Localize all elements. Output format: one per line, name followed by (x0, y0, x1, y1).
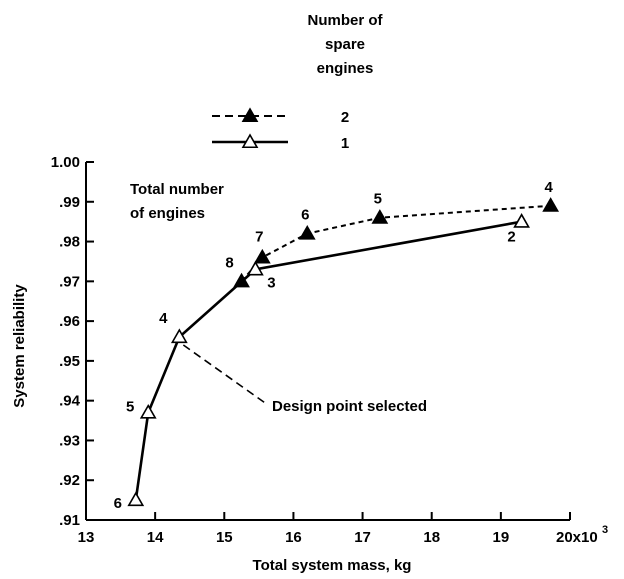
series-2-marker (253, 248, 271, 264)
x-tick-label: 14 (147, 529, 164, 546)
series-2-marker (542, 197, 560, 212)
legend-title-line-3: engines (317, 60, 374, 77)
x-tick-label: 18 (423, 529, 440, 546)
series-1-marker (247, 260, 264, 276)
y-tick-label: .99 (59, 194, 80, 211)
y-tick-label: .91 (59, 512, 80, 529)
legend-label-1: 1 (341, 135, 349, 152)
legend-label-2: 2 (341, 109, 349, 126)
x-exponent-label: 3 (602, 524, 608, 536)
series-1-marker (139, 403, 157, 419)
y-tick-label: .98 (59, 234, 80, 251)
axes: .91 .92 .93 .94 .95 .96 .97 .98 .99 1.00 13 14 15 16 1… (51, 154, 608, 546)
series-1-marker (513, 213, 530, 228)
y-tick-label: .96 (59, 313, 80, 330)
x-tick-label: 15 (216, 529, 233, 546)
series-1-marker (170, 328, 188, 344)
x-axis-title: Total system mass, kg (253, 557, 412, 574)
x-tick-label: 13 (78, 529, 95, 546)
y-tick-label: .92 (59, 472, 80, 489)
y-tick-label: 1.00 (51, 154, 80, 171)
point-label: 8 (225, 254, 233, 271)
legend-title-line-1: Number of (308, 12, 384, 29)
legend-marker-1 (241, 133, 259, 149)
point-label: 5 (374, 191, 382, 208)
series-2-marker (371, 209, 389, 224)
x-tick-label: 20x10 (556, 529, 598, 546)
y-tick-label: .97 (59, 273, 80, 290)
point-label: 2 (507, 229, 515, 246)
point-label: 6 (114, 495, 122, 512)
point-label: 5 (126, 399, 134, 416)
series-layer: 8 7 6 5 4 6 5 4 3 2 (114, 179, 560, 512)
point-label: 4 (159, 310, 168, 327)
x-tick-label: 17 (354, 529, 371, 546)
y-tick-label: .93 (59, 432, 80, 449)
point-label: 6 (301, 207, 309, 224)
series-1-marker (127, 491, 145, 507)
point-label: 4 (544, 179, 553, 196)
x-tick-label: 16 (285, 529, 302, 546)
annotation-line-2: of engines (130, 205, 205, 222)
point-label: 7 (255, 228, 263, 245)
x-tick-label: 19 (493, 529, 510, 546)
series-2-marker (298, 224, 316, 240)
callout-design-point: Design point selected (272, 398, 427, 415)
series-1: 6 5 4 3 2 (114, 213, 530, 512)
legend-title-line-2: spare (325, 36, 365, 53)
y-tick-label: .95 (59, 353, 80, 370)
legend-marker-2 (241, 107, 259, 123)
callout-leader-line (182, 344, 269, 406)
legend: Number of spare engines 2 1 (212, 12, 384, 152)
y-tick-label: .94 (59, 393, 81, 410)
annotation-line-1: Total number (130, 181, 224, 198)
series-1-line (134, 220, 522, 501)
y-axis-title: System reliability (11, 284, 28, 408)
point-label: 3 (267, 274, 275, 291)
